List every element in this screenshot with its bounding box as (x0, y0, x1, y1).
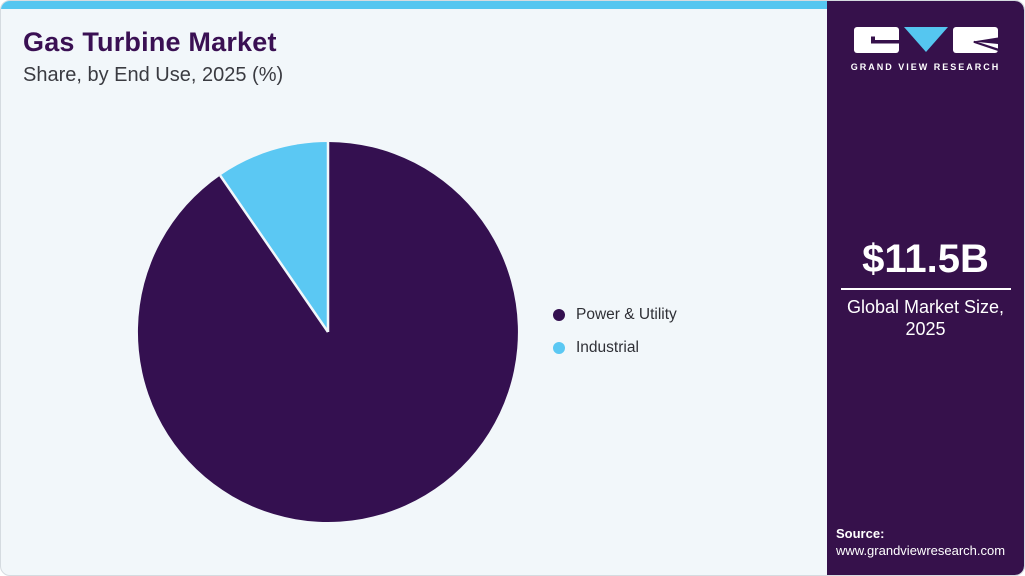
pie-separator-lines (219, 142, 330, 333)
legend-dot-industrial (553, 342, 565, 354)
market-size-stat: $11.5B Global Market Size, 2025 (827, 237, 1024, 341)
caption-line-1: Global Market Size, (846, 297, 1005, 317)
source-url: www.grandviewresearch.com (836, 543, 1006, 559)
source-block: Source: www.grandviewresearch.com (836, 526, 1005, 560)
source-label: Source: (836, 526, 885, 542)
legend-dot-power-utility (553, 309, 565, 321)
gvr-logo-mark (827, 27, 1024, 53)
top-accent-bar (1, 1, 827, 9)
sidebar: GRAND VIEW RESEARCH $11.5B Global Market… (827, 1, 1024, 575)
legend-item: Power & Utility (553, 302, 677, 328)
legend-label: Industrial (576, 339, 639, 356)
legend-label: Power & Utility (576, 306, 677, 323)
legend-item: Industrial (553, 335, 677, 361)
legend: Power & Utility Industrial (553, 302, 677, 368)
pie-slice (220, 142, 328, 332)
header: Gas Turbine Market Share, by End Use, 20… (23, 27, 283, 87)
page-title: Gas Turbine Market (23, 27, 277, 57)
page-subtitle: Share, by End Use, 2025 (%) (23, 64, 284, 86)
gvr-logo-tile-g-icon (853, 27, 899, 53)
caption-line-2: 2025 (905, 318, 946, 339)
stat-divider (840, 288, 1011, 290)
gvr-logo: GRAND VIEW RESEARCH (827, 27, 1024, 72)
pie-chart (133, 137, 523, 527)
gvr-logo-text: GRAND VIEW RESEARCH (850, 62, 1001, 72)
gvr-logo-tile-r-icon (952, 27, 998, 53)
market-size-caption: Global Market Size, 2025 (840, 297, 1011, 341)
gvr-logo-triangle-icon (903, 27, 948, 52)
market-size-value: $11.5B (862, 237, 989, 281)
